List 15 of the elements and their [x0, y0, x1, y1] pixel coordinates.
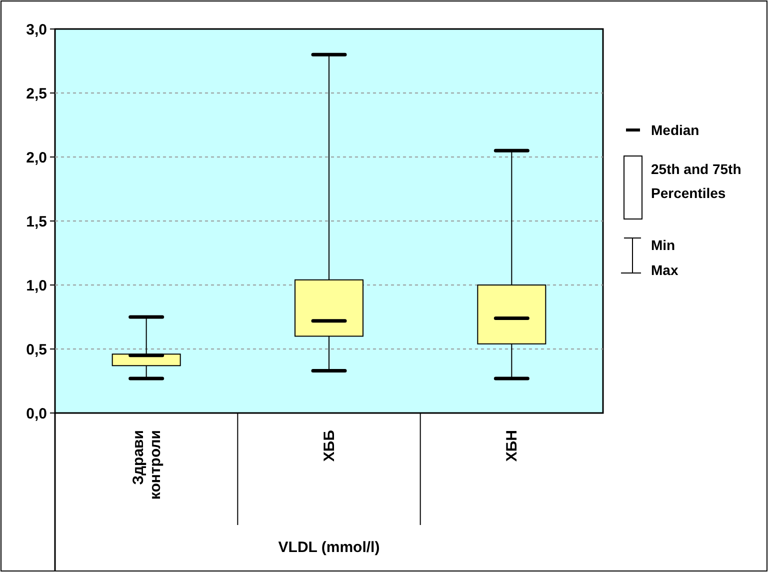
- x-tick-label: ХБН: [504, 430, 521, 462]
- y-tick-label: 2,0: [26, 149, 47, 166]
- x-axis-title: VLDL (mmol/l): [278, 539, 380, 556]
- text: Max: [651, 262, 678, 278]
- text: Median: [651, 122, 700, 138]
- text: Min: [651, 237, 676, 253]
- y-tick-label: 0,0: [26, 405, 47, 422]
- y-tick-label: 1,0: [26, 277, 47, 294]
- x-tick-label: ХББ: [321, 430, 338, 462]
- y-tick-label: 3,0: [26, 21, 47, 38]
- y-tick-label: 0,5: [26, 341, 47, 358]
- y-tick-label: 2,5: [26, 85, 47, 102]
- text: 25th and 75th Percentiles: [651, 161, 742, 201]
- x-tick-label: Здрави контроли: [130, 430, 164, 500]
- y-tick-label: 1,5: [26, 213, 47, 230]
